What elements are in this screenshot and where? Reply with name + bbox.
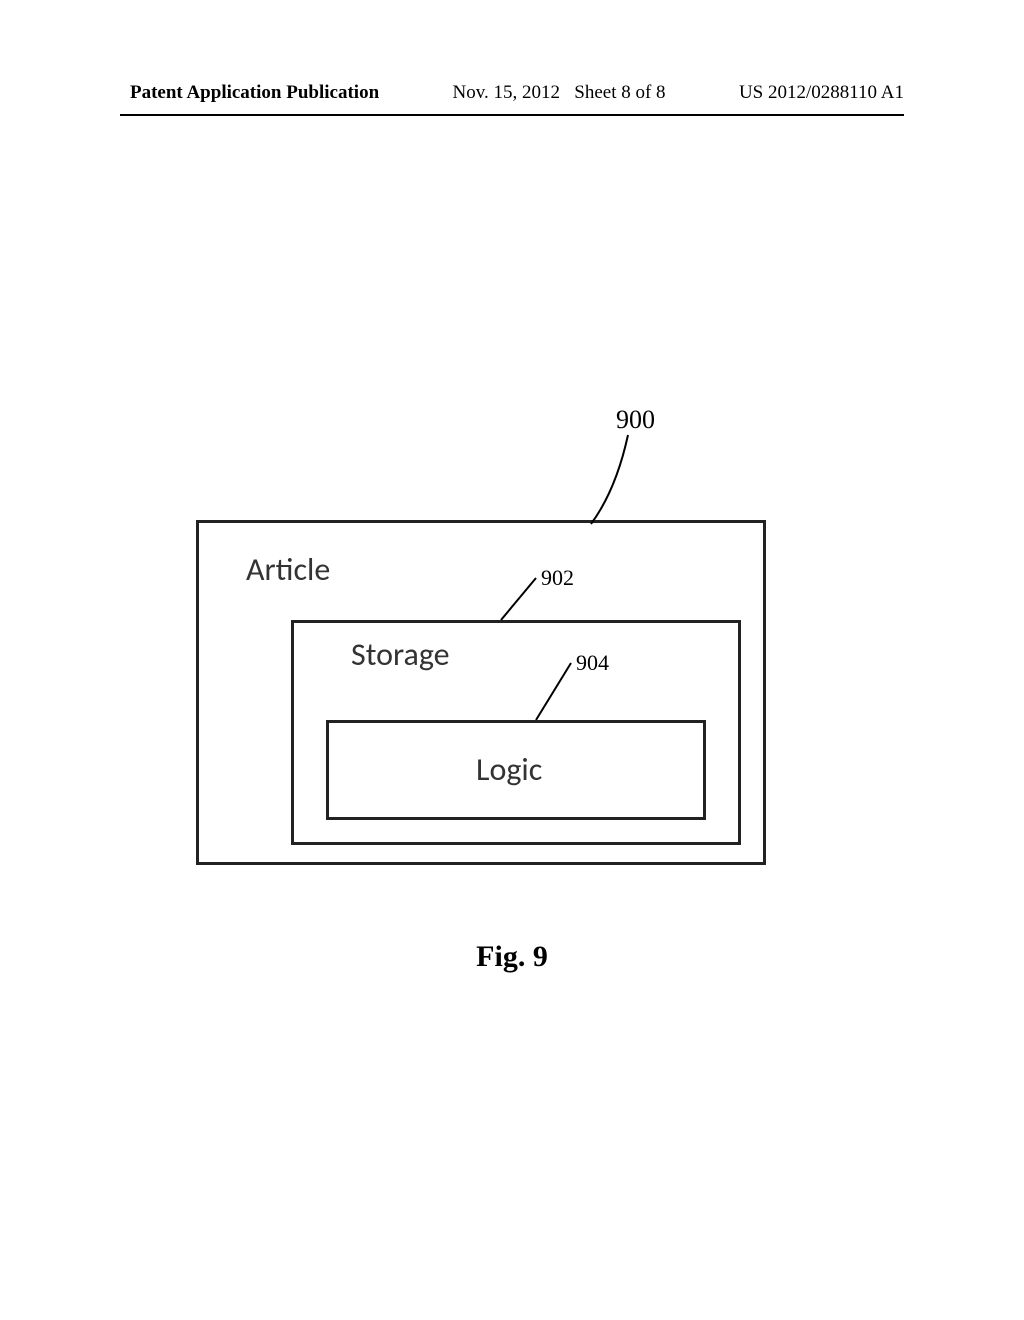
header-sheet: Sheet 8 of 8 (574, 82, 665, 103)
header-date: Nov. 15, 2012 (453, 82, 561, 103)
page-header: Patent Application Publication Nov. 15, … (0, 82, 1024, 104)
storage-label: Storage (351, 635, 450, 674)
article-label: Article (246, 550, 330, 589)
logic-label: Logic (476, 750, 542, 789)
header-right: US 2012/0288110 A1 (739, 82, 904, 104)
header-rule (120, 114, 904, 116)
ref-902: 902 (541, 565, 574, 591)
ref-904: 904 (576, 650, 609, 676)
figure-diagram: Article Storage Logic 900 902 904 (196, 520, 766, 890)
patent-page: Patent Application Publication Nov. 15, … (0, 0, 1024, 1320)
header-middle: Nov. 15, 2012 Sheet 8 of 8 (453, 82, 666, 104)
ref-900: 900 (616, 405, 655, 435)
figure-caption: Fig. 9 (0, 940, 1024, 974)
header-left: Patent Application Publication (130, 82, 379, 104)
